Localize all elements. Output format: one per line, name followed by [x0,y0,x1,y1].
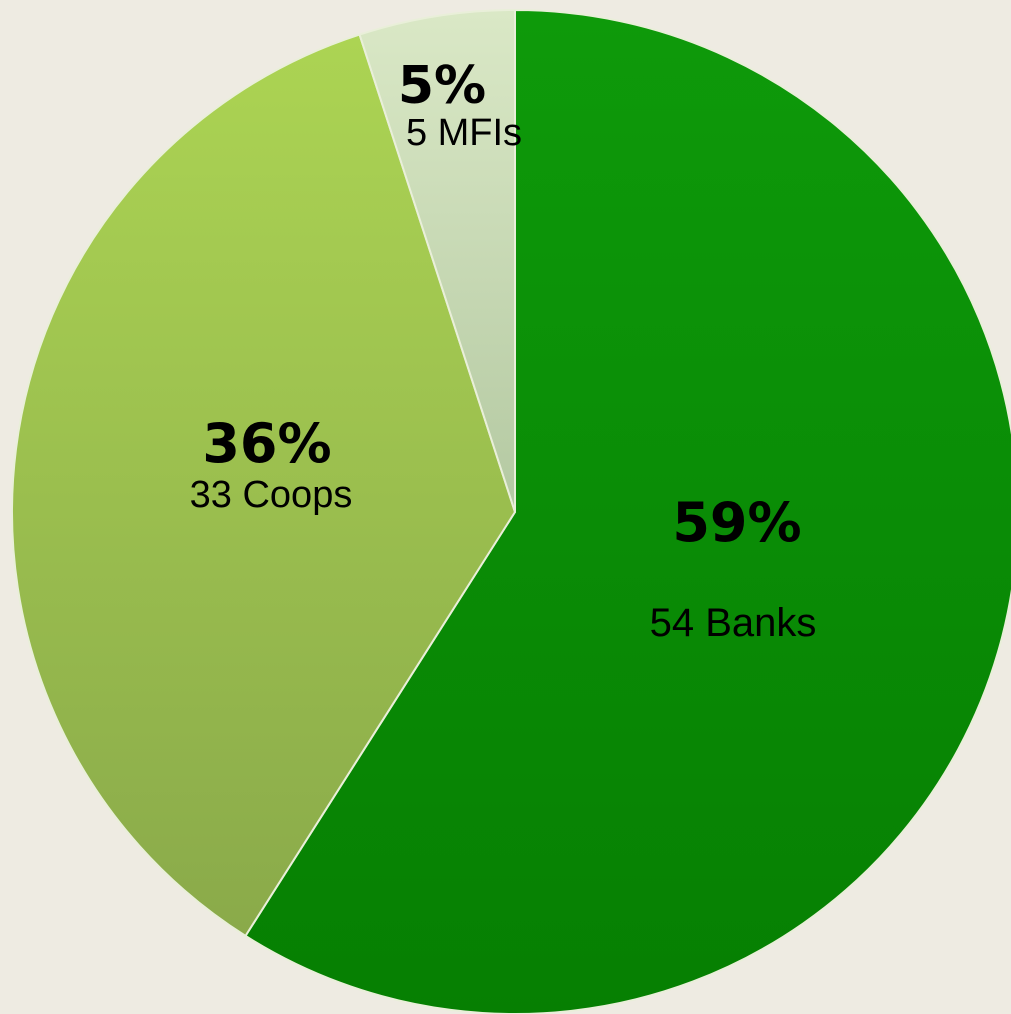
pie-slice-mfis [358,9,516,513]
slice-percent-label-banks: 59% [672,491,801,554]
slice-percent-label-mfis: 5% [398,56,486,116]
slice-name-label-mfis: 5 MFIs [406,112,522,154]
slice-percent-label-coops: 36% [202,412,331,475]
slice-name-label-coops: 33 Coops [190,474,353,516]
slice-name-label-banks: 54 Banks [650,601,817,645]
pie-slice-coops [11,33,516,937]
pie-labels: 59% 54 Banks 36% 33 Coops 5% 5 MFIs [190,56,817,645]
pie-slices [11,9,1011,1014]
